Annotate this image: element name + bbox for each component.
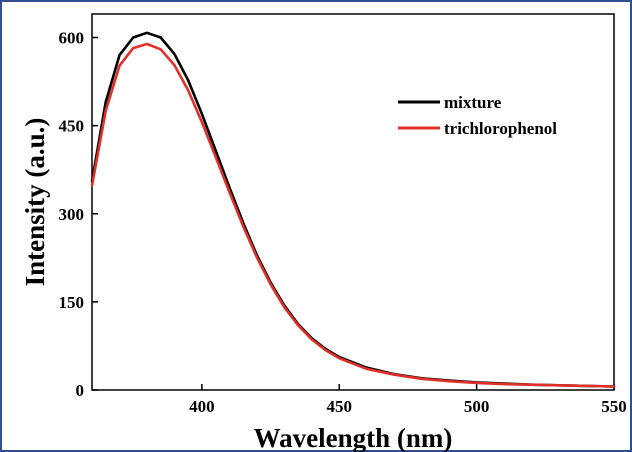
x-tick-label: 550 <box>601 397 627 416</box>
plot-area-border <box>91 13 615 391</box>
legend-label-mixture: mixture <box>444 93 502 112</box>
y-axis-title: Intensity (a.u.) <box>20 118 50 287</box>
axis-ticks: 400 450 500 550 0 150 300 450 600 <box>59 29 627 417</box>
legend: mixture trichlorophenol <box>398 93 557 138</box>
y-tick-label: 600 <box>59 29 85 48</box>
y-tick-label: 150 <box>59 293 85 312</box>
y-tick-label: 300 <box>59 205 85 224</box>
x-tick-label: 400 <box>189 397 215 416</box>
y-tick-label: 0 <box>76 381 85 400</box>
legend-label-trichlorophenol: trichlorophenol <box>444 119 557 138</box>
x-axis-title: Wavelength (nm) <box>254 423 453 452</box>
data-series <box>90 31 616 388</box>
series-line-trichlorophenol <box>90 42 616 388</box>
series-line-mixture <box>90 31 616 388</box>
x-tick-label: 500 <box>464 397 490 416</box>
y-tick-label: 450 <box>59 117 85 136</box>
x-tick-label: 450 <box>327 397 353 416</box>
